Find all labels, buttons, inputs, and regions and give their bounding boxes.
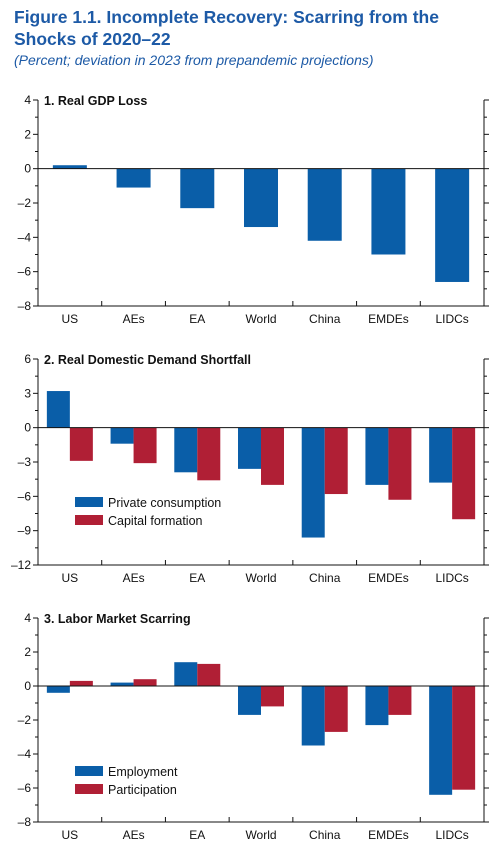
panel2-bar-series1-emdes (365, 427, 389, 485)
panel3-category-label: US (62, 828, 79, 842)
panel3-category-label: AEs (123, 828, 145, 842)
panel3-legend-label: Employment (108, 765, 178, 779)
panel2-bar-series2-ea (197, 427, 221, 481)
panel3-bar-series1-us (46, 686, 70, 693)
panel3-ytick-label: –4 (18, 747, 32, 761)
panel3-category-label: World (245, 828, 276, 842)
panel2-bar-series1-ea (174, 427, 198, 473)
panel3-bar-series1-emdes (365, 686, 389, 726)
panel1-ytick-label: –6 (18, 265, 32, 279)
panel2-legend-label: Capital formation (108, 514, 203, 528)
panel3-ytick-label: –6 (18, 781, 32, 795)
panel2-bar-series1-lidcs (429, 427, 453, 483)
panel1-category-label: AEs (123, 312, 145, 326)
panel2-bar-series2-us (69, 427, 93, 461)
panel2-bar-series1-china (301, 427, 325, 538)
panel2-category-label: China (309, 571, 341, 585)
panel3-ytick-label: 0 (24, 679, 31, 693)
panel3-category-label: EMDEs (368, 828, 409, 842)
panel1-bar-gdp-lidcs (435, 168, 470, 282)
panel1-category-label: EMDEs (368, 312, 409, 326)
panel2-bar-series2-emdes (388, 427, 412, 500)
panel1-bar-gdp-ea (180, 168, 215, 209)
panel2-legend-swatch (75, 515, 103, 525)
panel2-ytick-label: –9 (18, 524, 32, 538)
panel1-category-label: LIDCs (435, 312, 468, 326)
panel1-bar-gdp-china (307, 168, 342, 241)
panel2-bar-series2-world (261, 427, 284, 485)
panel3-bar-series2-world (261, 686, 284, 707)
panel1-bar-gdp-emdes (371, 168, 406, 255)
panel2-ytick-label: –12 (11, 558, 31, 572)
panel3-bar-series2-us (69, 680, 93, 686)
panel1-ytick-label: –8 (18, 299, 32, 313)
panel1-ytick-label: –4 (18, 230, 32, 244)
panel3-bar-series1-world (238, 686, 261, 715)
figure-title: Figure 1.1. Incomplete Recovery: Scarrin… (14, 7, 439, 49)
panel3-category-label: EA (189, 828, 205, 842)
panel2-category-label: US (62, 571, 79, 585)
panel2-category-label: EMDEs (368, 571, 409, 585)
panel2-bar-series2-lidcs (452, 427, 476, 520)
panel3-bar-series1-aes (110, 682, 134, 686)
panel2-ytick-label: 6 (24, 352, 31, 366)
panel1-title: 1. Real GDP Loss (44, 94, 147, 108)
panel1-ytick-label: –2 (18, 196, 32, 210)
panel3-bar-series1-china (301, 686, 325, 746)
panel2-title: 2. Real Domestic Demand Shortfall (44, 353, 251, 367)
panel1-ytick-label: 2 (24, 127, 31, 141)
panel3-ytick-label: –8 (18, 815, 32, 829)
panel3-category-label: LIDCs (435, 828, 468, 842)
panel3-bar-series2-aes (133, 679, 157, 686)
panel2-category-label: AEs (123, 571, 145, 585)
panel1-category-label: US (62, 312, 79, 326)
panel1-category-label: World (245, 312, 276, 326)
panel2-category-label: LIDCs (435, 571, 468, 585)
panel2-bar-series1-us (46, 391, 70, 428)
panel3-bar-series1-lidcs (429, 686, 453, 795)
panel2-ytick-label: 0 (24, 421, 31, 435)
panel1-bar-gdp-aes (116, 168, 151, 188)
panel1-category-label: EA (189, 312, 205, 326)
panel3-legend-label: Participation (108, 783, 177, 797)
panel2-category-label: EA (189, 571, 205, 585)
panel1-bar-gdp-world (244, 168, 278, 228)
panel3-bar-series2-ea (197, 663, 221, 686)
panel2-legend-label: Private consumption (108, 496, 221, 510)
panel3-ytick-label: 2 (24, 645, 31, 659)
panel2-bar-series2-china (324, 427, 348, 495)
panel3-bar-series2-lidcs (452, 686, 476, 790)
panel2-ytick-label: 3 (24, 386, 31, 400)
figure-subtitle: (Percent; deviation in 2023 from prepand… (14, 52, 374, 68)
panel1-ytick-label: 4 (24, 93, 31, 107)
panel3-ytick-label: –2 (18, 713, 32, 727)
panel2-category-label: World (245, 571, 276, 585)
panel3-category-label: China (309, 828, 341, 842)
panel1-bar-gdp-us (52, 165, 87, 169)
panel2-legend-swatch (75, 497, 103, 507)
panel2-bar-series1-world (238, 427, 261, 469)
panel3-bar-series1-ea (174, 662, 198, 686)
panel1-category-label: China (309, 312, 341, 326)
panel3-bar-series2-china (324, 686, 348, 732)
panel1-ytick-label: 0 (24, 162, 31, 176)
panel3-legend-swatch (75, 784, 103, 794)
panel2-bar-series1-aes (110, 427, 134, 444)
panel2-bar-series2-aes (133, 427, 157, 464)
panel3-legend-swatch (75, 766, 103, 776)
panel2-ytick-label: –3 (18, 455, 32, 469)
panel3-ytick-label: 4 (24, 611, 31, 625)
panel3-bar-series2-emdes (388, 686, 412, 715)
panel3-title: 3. Labor Market Scarring (44, 612, 191, 626)
panel2-ytick-label: –6 (18, 489, 32, 503)
